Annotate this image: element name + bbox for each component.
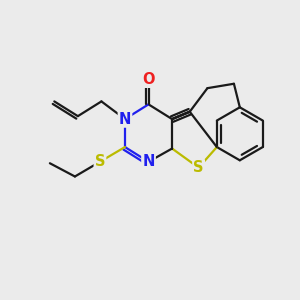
Text: N: N xyxy=(142,154,155,169)
Text: S: S xyxy=(193,160,204,175)
Text: N: N xyxy=(119,112,131,127)
Text: S: S xyxy=(95,154,105,169)
Text: O: O xyxy=(142,72,155,87)
